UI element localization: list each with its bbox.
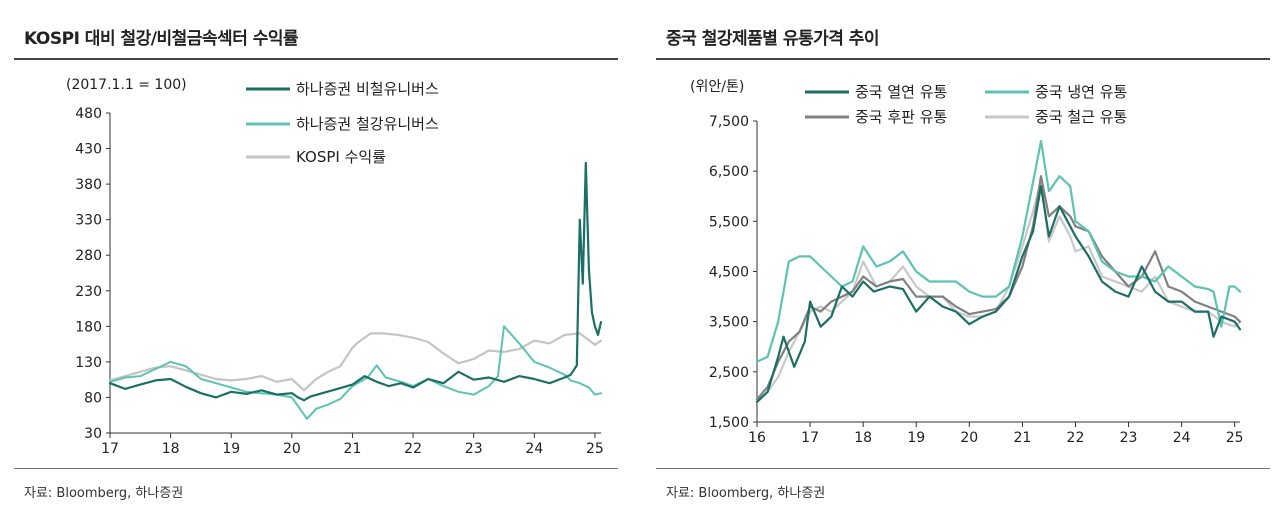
right-x-tick-label: 18	[854, 430, 872, 446]
left-legend-label-2: 하나증권 철강유니버스	[296, 115, 439, 133]
right-series-line-2	[755, 140, 1242, 363]
left-y-tick-label: 430	[75, 142, 102, 158]
right-x-tick-label: 24	[1173, 430, 1191, 446]
left-y-tick-label: 80	[84, 390, 102, 406]
right-unit-label: (위안/톤)	[690, 79, 744, 95]
right-x-tick-label: 19	[907, 430, 925, 446]
left-x-tick-label: 24	[525, 441, 543, 457]
left-x-tick-label: 19	[222, 441, 240, 457]
left-legend-label-1: 하나증권 비철유니버스	[296, 80, 439, 98]
right-y-tick-label: 7,500	[709, 114, 749, 130]
right-series-line-1	[755, 185, 1242, 403]
left-x-tick-label: 20	[283, 441, 301, 457]
right-x-tick-label: 25	[1226, 430, 1244, 446]
right-series-line-3	[755, 175, 1242, 401]
left-y-tick-label: 130	[75, 355, 102, 371]
left-legend-label-3: KOSPI 수익률	[296, 148, 386, 166]
right-y-tick-label: 3,500	[709, 315, 749, 331]
left-series-line-2	[109, 325, 602, 420]
left-chart-title: KOSPI 대비 철강/비철금속섹터 수익률	[24, 29, 299, 49]
left-x-tick-label: 25	[586, 441, 604, 457]
left-title-rule	[14, 58, 618, 60]
right-y-tick-label: 2,500	[709, 365, 749, 381]
right-title-rule	[656, 58, 1270, 60]
left-x-tick-label: 17	[101, 441, 119, 457]
left-y-tick-label: 280	[75, 248, 102, 264]
right-chart-panel: 중국 철강제품별 유통가격 추이 1,500 2,500 3,500 4,500 5,5…	[651, 0, 1280, 512]
left-source-rule	[14, 468, 618, 469]
left-x-tick-label: 21	[344, 441, 362, 457]
left-line-chart: 30 80 130 180 230 280 330 380 430 480 17 18 19 20 21 22…	[66, 77, 604, 457]
right-x-tick-label: 17	[801, 430, 819, 446]
right-legend-label-4: 중국 철근 유통	[1035, 108, 1127, 126]
right-legend-label-2: 중국 냉연 유통	[1035, 83, 1127, 101]
right-line-chart: 1,500 2,500 3,500 4,500 5,500 6,500 7,500 16 17 1…	[690, 79, 1244, 446]
right-y-tick-label: 4,500	[709, 265, 749, 281]
left-chart-panel: KOSPI 대비 철강/비철금속섹터 수익률 30 80 130 180 230 280 3…	[0, 0, 618, 512]
left-x-tick-label: 22	[404, 441, 422, 457]
left-y-tick-label: 230	[75, 284, 102, 300]
left-x-tick-label: 23	[465, 441, 483, 457]
left-unit-label: (2017.1.1 = 100)	[66, 77, 187, 93]
left-source-text: 자료: Bloomberg, 하나증권	[24, 486, 184, 501]
right-source-text: 자료: Bloomberg, 하나증권	[666, 486, 826, 501]
left-y-tick-label: 30	[84, 426, 102, 442]
right-chart-title: 중국 철강제품별 유통가격 추이	[666, 29, 880, 49]
left-y-tick-label: 480	[75, 106, 102, 122]
right-source-rule	[656, 468, 1270, 469]
right-x-tick-label: 21	[1013, 430, 1031, 446]
left-y-tick-label: 380	[75, 177, 102, 193]
right-legend-label-1: 중국 열연 유통	[855, 83, 947, 101]
left-x-tick-label: 18	[162, 441, 180, 457]
right-x-tick-label: 23	[1120, 430, 1138, 446]
right-series-line-4	[755, 180, 1242, 403]
left-series-line-1	[108, 161, 603, 402]
right-legend-label-3: 중국 후판 유통	[855, 108, 947, 126]
right-y-tick-label: 6,500	[709, 164, 749, 180]
right-x-tick-label: 16	[748, 430, 766, 446]
right-x-tick-label: 22	[1067, 430, 1085, 446]
right-y-tick-label: 5,500	[709, 214, 749, 230]
left-y-tick-label: 180	[75, 319, 102, 335]
left-y-tick-label: 330	[75, 213, 102, 229]
right-x-tick-label: 20	[960, 430, 978, 446]
right-y-tick-label: 1,500	[709, 415, 749, 431]
